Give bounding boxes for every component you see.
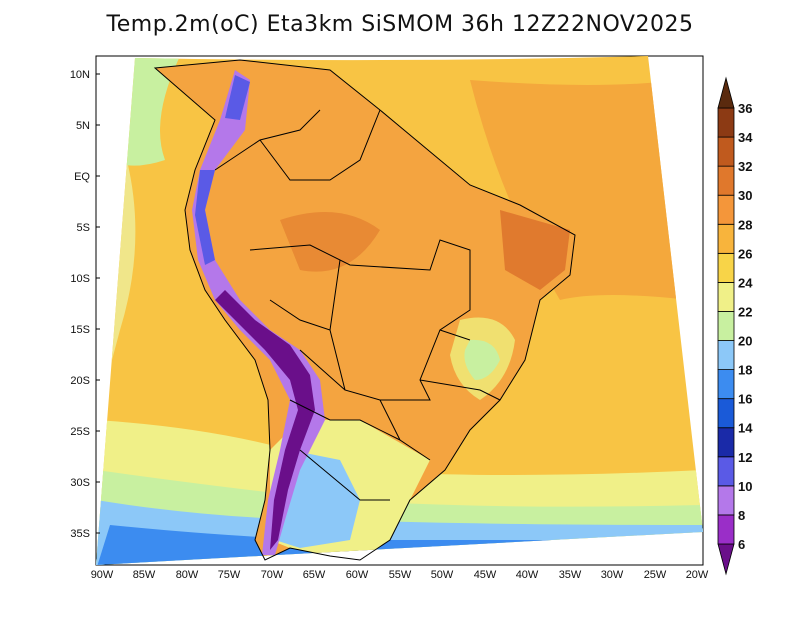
lat-label: 35S <box>70 528 90 540</box>
lon-label: 80W <box>176 569 199 581</box>
colorbar: 6 8 10 12 14 16 18 20 22 24 26 28 30 32 34 36 <box>717 76 753 576</box>
colorbar-swatch <box>717 107 735 138</box>
colorbar-min-triangle <box>717 543 735 576</box>
colorbar-label: 36 <box>738 101 752 116</box>
colorbar-label: 34 <box>738 130 753 145</box>
atlantic-warm <box>470 80 690 300</box>
south-borders <box>289 399 401 501</box>
lat-label: 30S <box>70 477 90 489</box>
colorbar-swatch <box>717 281 735 312</box>
lon-label: 90W <box>91 569 114 581</box>
latitude-axis: 10N 5N EQ 5S 10S 15S 20S 25S 30S 35S <box>70 69 100 540</box>
lat-label: EQ <box>74 171 90 183</box>
lat-label: 10N <box>70 69 90 81</box>
colorbar-swatch <box>717 194 735 225</box>
colorbar-label: 24 <box>738 275 753 290</box>
lon-label: 45W <box>474 569 497 581</box>
colorbar-swatch <box>717 514 735 545</box>
amazon-hot <box>280 212 380 272</box>
colorbar-label: 8 <box>738 508 745 523</box>
colorbar-label: 26 <box>738 246 752 261</box>
colorbar-label: 18 <box>738 363 752 378</box>
map-title: Temp.2m(oC) Eta3km SiSMOM 36h 12Z22NOV20… <box>106 12 694 37</box>
lon-label: 60W <box>346 569 369 581</box>
internal-borders <box>299 259 501 461</box>
colorbar-label: 16 <box>738 392 752 407</box>
colorbar-label: 30 <box>738 188 752 203</box>
lon-label: 40W <box>516 569 539 581</box>
colorbar-label: 6 <box>738 537 745 552</box>
colorbar-swatch <box>717 485 735 516</box>
lon-label: 55W <box>389 569 412 581</box>
colorbar-label: 12 <box>738 450 752 465</box>
colorbar-swatch <box>717 398 735 429</box>
colorbar-swatch <box>717 369 735 400</box>
colorbar-swatch <box>717 340 735 370</box>
andes-colombia-cold <box>225 75 250 120</box>
colorbar-swatch <box>717 252 735 283</box>
andes-north-cold <box>195 170 215 265</box>
coastline <box>153 59 576 561</box>
lon-label: 25W <box>644 569 667 581</box>
lat-label: 25S <box>70 426 90 438</box>
lat-label: 15S <box>70 324 90 336</box>
colorbar-swatch <box>717 223 735 254</box>
lat-label: 5S <box>77 222 90 234</box>
lon-label: 30W <box>601 569 624 581</box>
colorbar-swatch <box>717 427 735 458</box>
lon-label: 70W <box>261 569 284 581</box>
lat-label: 10S <box>70 273 90 285</box>
north-borders <box>214 109 381 181</box>
colorbar-swatch <box>717 311 735 341</box>
lon-label: 65W <box>303 569 326 581</box>
colorbar-max-triangle <box>717 76 735 109</box>
colorbar-label: 20 <box>738 334 752 349</box>
colorbar-swatch <box>717 456 735 487</box>
lon-label: 75W <box>218 569 241 581</box>
lat-label: 20S <box>70 375 90 387</box>
lon-label: 85W <box>133 569 156 581</box>
lon-label: 20W <box>686 569 709 581</box>
andes-coldest <box>215 290 315 550</box>
colorbar-label: 14 <box>738 421 753 436</box>
lat-label: 5N <box>76 120 90 132</box>
lon-label: 50W <box>431 569 454 581</box>
colorbar-label: 10 <box>738 479 752 494</box>
colorbar-label: 28 <box>738 217 752 232</box>
temperature-field <box>96 56 703 565</box>
colorbar-swatch <box>717 136 735 167</box>
colorbar-swatch <box>717 165 735 196</box>
longitude-axis: 90W 85W 80W 75W 70W 65W 60W 55W 50W 45W … <box>91 569 709 581</box>
highland-se-cool <box>464 339 500 380</box>
colorbar-label: 32 <box>738 159 752 174</box>
lon-label: 35W <box>559 569 582 581</box>
borders <box>153 59 576 561</box>
colorbar-label: 22 <box>738 304 752 319</box>
northeast-hot <box>500 210 570 290</box>
